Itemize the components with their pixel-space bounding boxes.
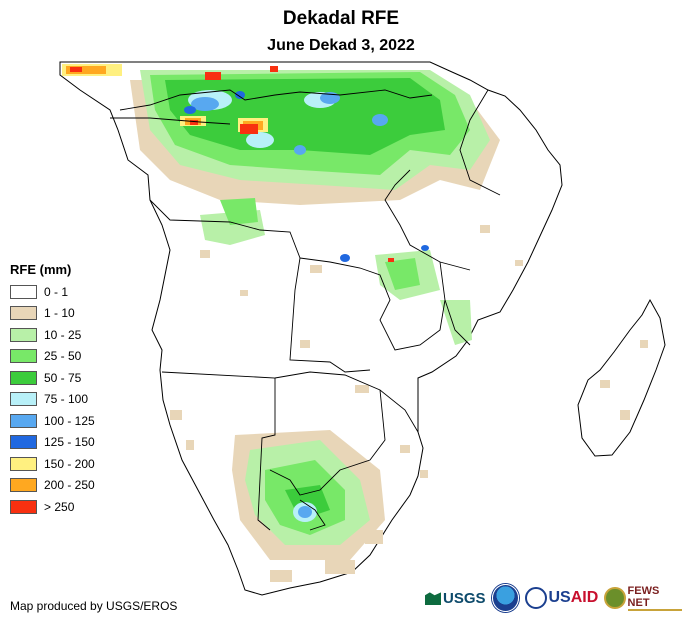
legend-item: 200 - 250 — [10, 475, 120, 497]
legend-item: 125 - 150 — [10, 432, 120, 454]
legend-item: 1 - 10 — [10, 303, 120, 325]
legend-swatch — [10, 392, 37, 407]
legend-item: 50 - 75 — [10, 367, 120, 389]
usaid-seal-icon — [524, 587, 547, 609]
legend-label: 50 - 75 — [44, 370, 82, 385]
legend: RFE (mm) 0 - 1 1 - 10 10 - 25 25 - 50 50 - 7… — [10, 262, 120, 518]
noaa-logo — [491, 584, 519, 612]
legend-swatch — [10, 284, 37, 299]
legend-item: 100 - 125 — [10, 410, 120, 432]
legend-swatch — [10, 478, 37, 493]
legend-label: 75 - 100 — [44, 392, 89, 407]
fewsnet-globe-icon — [604, 587, 626, 609]
legend-label: 200 - 250 — [44, 478, 95, 493]
legend-item: 0 - 1 — [10, 281, 120, 303]
fewsnet-logo: FEWS NET — [604, 585, 682, 611]
credit-text: Map produced by USGS/EROS — [10, 599, 178, 613]
legend-swatch — [10, 413, 37, 428]
legend-swatch — [10, 456, 37, 471]
legend-swatch — [10, 499, 37, 514]
legend-item: 10 - 25 — [10, 324, 120, 346]
legend-label: 1 - 10 — [44, 306, 75, 321]
usaid-logo: US AID — [524, 587, 598, 609]
legend-label: 125 - 150 — [44, 435, 95, 450]
legend-label: 10 - 25 — [44, 327, 82, 342]
usgs-wave-icon — [425, 592, 441, 605]
land-mass — [59, 61, 666, 596]
legend-swatch — [10, 306, 37, 321]
legend-item: 75 - 100 — [10, 389, 120, 411]
legend-swatch — [10, 370, 37, 385]
legend-label: 0 - 1 — [44, 284, 69, 299]
map-subtitle: June Dekad 3, 2022 — [267, 37, 415, 54]
legend-swatch — [10, 327, 37, 342]
legend-label: > 250 — [44, 499, 75, 514]
legend-label: 150 - 200 — [44, 456, 95, 471]
map-title: Dekadal RFE — [282, 8, 400, 29]
usgs-logo: USGS — [425, 590, 486, 607]
legend-label: 100 - 125 — [44, 413, 95, 428]
legend-label: 25 - 50 — [44, 349, 82, 364]
partner-logos: USGS US AID FEWS NET — [425, 584, 682, 612]
rainfall-patches — [62, 64, 648, 582]
legend-swatch — [10, 435, 37, 450]
legend-item: 150 - 200 — [10, 453, 120, 475]
legend-list: 0 - 1 1 - 10 10 - 25 25 - 50 50 - 75 75 - 100… — [10, 281, 120, 518]
legend-swatch — [10, 349, 37, 364]
country-borders — [110, 89, 501, 531]
legend-item: > 250 — [10, 496, 120, 518]
legend-item: 25 - 50 — [10, 346, 120, 368]
legend-title: RFE (mm) — [10, 262, 72, 277]
